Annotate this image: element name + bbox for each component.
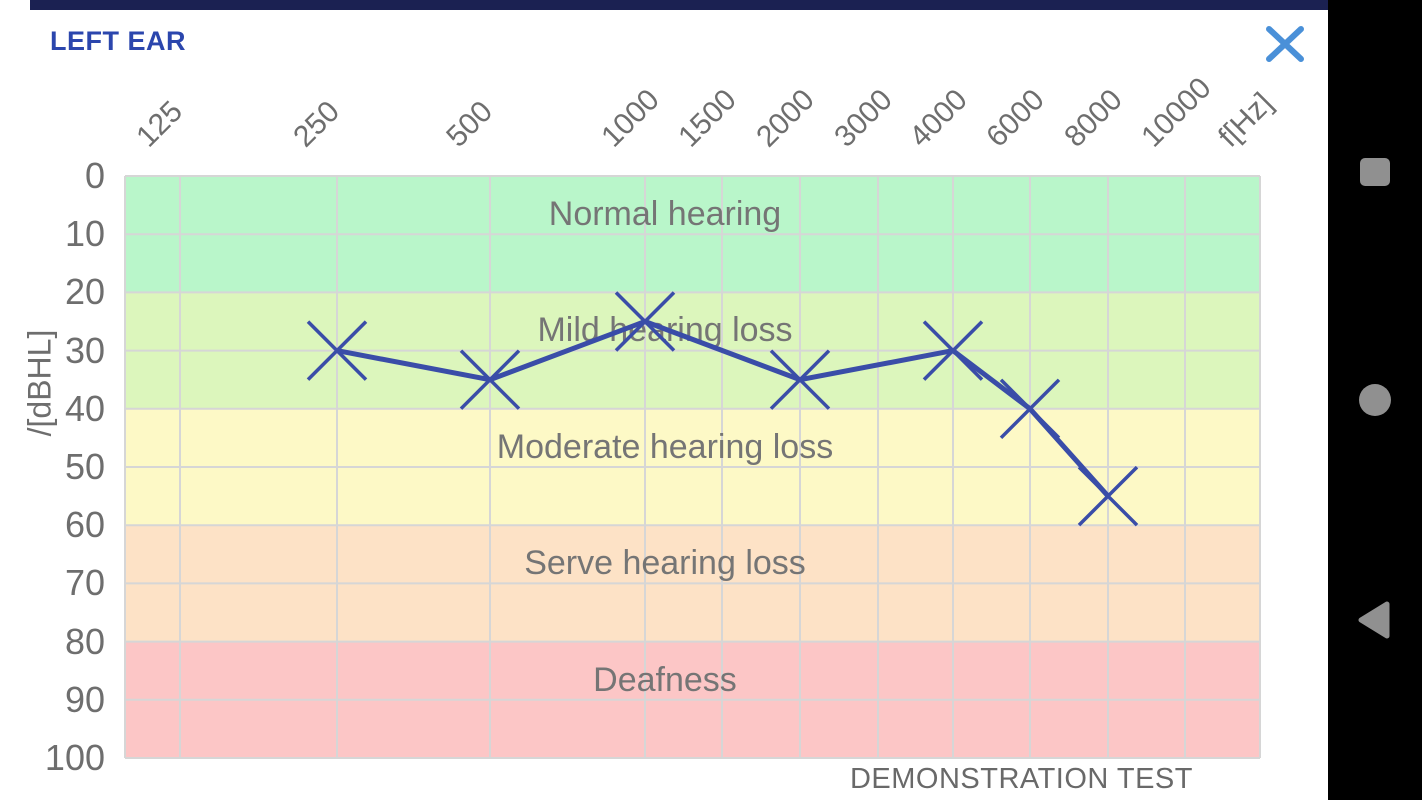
y-tick-label: 60 xyxy=(64,504,105,546)
y-tick-label: 80 xyxy=(64,620,105,662)
close-button[interactable] xyxy=(1259,19,1309,69)
zone-label: Serve hearing loss xyxy=(524,544,806,583)
y-tick-label: 100 xyxy=(44,737,105,778)
page-title: LEFT EAR xyxy=(50,26,186,56)
x-marker xyxy=(769,349,831,410)
x-marker xyxy=(614,291,676,352)
y-tick-label: 90 xyxy=(64,678,105,720)
recents-button[interactable] xyxy=(1328,137,1422,207)
square-icon xyxy=(1360,158,1390,186)
top-edge-strip xyxy=(30,0,1328,10)
circle-icon xyxy=(1359,384,1391,416)
audiogram-chart: LEFT EAR Normal hearing Mild hearing loss… xyxy=(22,19,1309,795)
y-tick-label: 30 xyxy=(64,329,105,371)
grid-lines xyxy=(124,175,1261,759)
x-marker xyxy=(459,349,521,410)
x-marker xyxy=(306,320,368,381)
zone-label: Moderate hearing loss xyxy=(496,427,834,466)
triangle-left-icon xyxy=(1358,601,1390,639)
close-icon xyxy=(1266,26,1304,62)
y-tick-label: 40 xyxy=(64,387,105,429)
x-marker xyxy=(1077,465,1139,527)
home-button[interactable] xyxy=(1328,365,1422,435)
y-tick-label: 0 xyxy=(84,155,105,196)
demonstration-test-label: DEMONSTRATION TEST xyxy=(849,763,1193,795)
zone-label: Deafness xyxy=(593,660,737,699)
x-marker xyxy=(999,378,1061,440)
y-tick-label: 50 xyxy=(64,446,105,487)
back-button[interactable] xyxy=(1328,585,1422,655)
x-marker xyxy=(922,320,984,381)
zone-label: Normal hearing xyxy=(548,195,782,233)
y-tick-label: 10 xyxy=(64,213,105,255)
android-nav-bar xyxy=(1328,0,1422,800)
y-tick-label: 20 xyxy=(64,271,105,313)
y-tick-label: 70 xyxy=(64,562,105,604)
data-series-svg xyxy=(306,291,1139,527)
